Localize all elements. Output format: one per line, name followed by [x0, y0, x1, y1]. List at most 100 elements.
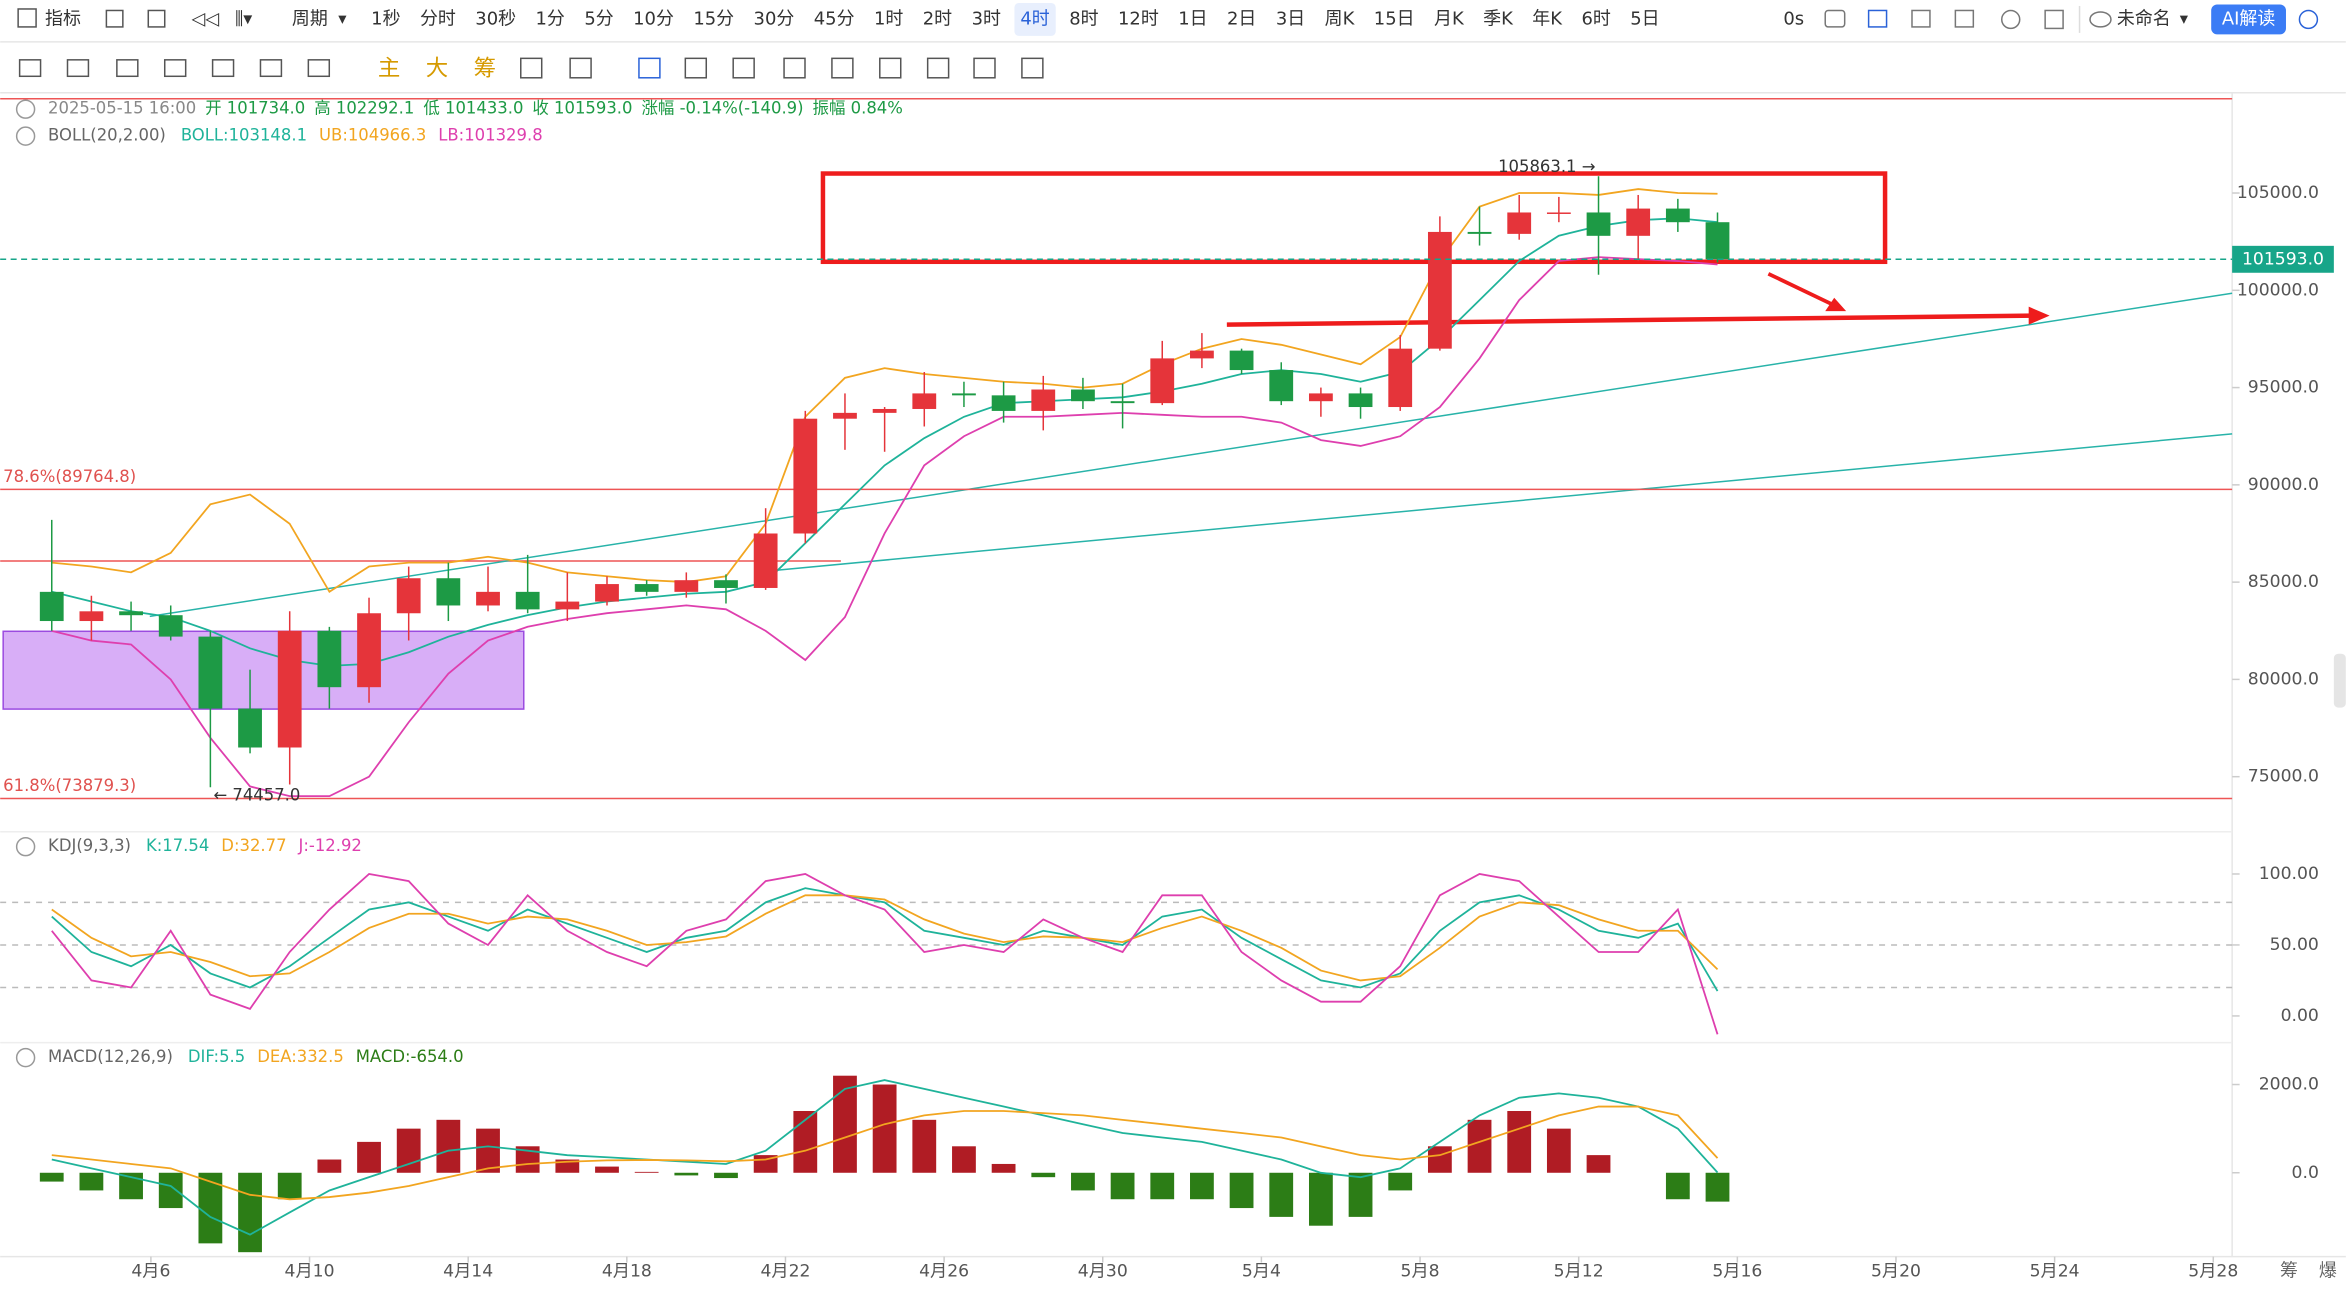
indicator-value: J:-12.92 [298, 836, 362, 855]
candle-body [1308, 393, 1333, 402]
tool-icon[interactable] [783, 57, 806, 79]
interval-button[interactable]: 2时 [923, 8, 952, 29]
interval-button[interactable]: 2日 [1227, 8, 1256, 29]
interval-button[interactable]: 30分 [754, 8, 795, 29]
macd-bar [872, 1084, 897, 1173]
icon[interactable] [1867, 9, 1888, 28]
macd-bar [476, 1128, 500, 1173]
layout-name[interactable]: 未命名 [2117, 8, 2171, 29]
interval-button[interactable]: 1秒 [371, 8, 400, 29]
macd-bar [714, 1172, 738, 1179]
tool-icon[interactable] [684, 57, 708, 79]
interval-button[interactable]: 15分 [693, 8, 734, 29]
interval-button[interactable]: 30秒 [475, 8, 516, 29]
share-icon[interactable] [2298, 9, 2319, 30]
candle-body [1586, 212, 1611, 236]
icon[interactable] [2001, 9, 2021, 30]
interval-button[interactable]: 3时 [972, 8, 1001, 29]
tool-icon[interactable] [879, 57, 902, 79]
icon[interactable] [2044, 9, 2064, 30]
candle-body [1110, 401, 1135, 404]
icon[interactable] [147, 9, 166, 28]
candle-body [595, 584, 619, 602]
candle-body [1507, 212, 1532, 234]
ai-button[interactable]: AI解读 [2222, 8, 2275, 29]
candle-body [674, 580, 699, 592]
highlight-box [2, 630, 525, 710]
tool-button[interactable]: 筹 [474, 55, 496, 81]
interval-button[interactable]: 年K [1532, 8, 1563, 29]
macd-bar [1348, 1172, 1373, 1217]
collapse-icon[interactable] [15, 836, 36, 857]
interval-button[interactable]: 6时 [1581, 8, 1610, 29]
tool-icon[interactable] [211, 59, 235, 78]
interval-button[interactable]: 15日 [1374, 8, 1415, 29]
interval-button[interactable]: 月K [1434, 8, 1465, 29]
x-tick-label: 5月28 [2188, 1262, 2238, 1282]
icon[interactable] [1954, 9, 1975, 28]
extreme-label: ← 74457.0 [213, 786, 300, 805]
interval-button[interactable]: 5日 [1630, 8, 1659, 29]
icon[interactable]: ⫼▾ [235, 8, 252, 29]
interval-button[interactable]: 季K [1483, 8, 1514, 29]
candle-body [515, 591, 540, 610]
period-button[interactable]: 周期 [292, 8, 328, 29]
tool-icon[interactable] [1021, 57, 1044, 79]
collapse-icon[interactable] [15, 99, 36, 119]
tool-icon[interactable] [163, 59, 187, 78]
tool-icon[interactable] [307, 59, 331, 78]
icon[interactable] [105, 9, 124, 28]
footer-button[interactable]: 爆 [2319, 1261, 2337, 1282]
interval-button[interactable]: 分时 [420, 8, 456, 29]
x-tick-label: 4月30 [1078, 1262, 1128, 1282]
tool-icon[interactable] [638, 57, 661, 79]
drawing-toolbar: 主大筹 [18, 55, 1044, 81]
collapse-icon[interactable] [15, 1047, 36, 1068]
macd-bar [1150, 1172, 1175, 1200]
interval-button[interactable]: 10分 [633, 8, 674, 29]
icon[interactable]: ◁◁ [192, 8, 220, 29]
ai-button-bg[interactable] [2211, 4, 2286, 35]
interval-button[interactable]: 3日 [1276, 8, 1305, 29]
macd-bar [238, 1172, 262, 1253]
collapse-icon[interactable] [15, 126, 36, 146]
tool-icon[interactable] [926, 57, 950, 79]
interval-button[interactable]: 8时 [1069, 8, 1098, 29]
macd-bar [912, 1119, 937, 1173]
tool-icon[interactable] [66, 59, 90, 78]
tool-icon[interactable] [520, 57, 543, 79]
tool-icon[interactable] [831, 57, 854, 79]
candle-body [396, 578, 421, 614]
tool-icon[interactable] [732, 57, 755, 79]
tool-button[interactable]: 主 [378, 55, 400, 81]
icon[interactable] [1824, 9, 1846, 28]
interval-button[interactable]: 周K [1325, 8, 1356, 29]
x-tick-label: 4月14 [443, 1262, 493, 1282]
interval-button[interactable]: 1时 [874, 8, 903, 29]
macd-bar [1665, 1172, 1690, 1200]
candle-body [158, 615, 183, 637]
interval-button[interactable]: 45分 [814, 8, 855, 29]
tool-icon[interactable] [973, 57, 996, 79]
tool-icon[interactable] [259, 59, 283, 78]
tool-icon[interactable] [569, 57, 592, 79]
interval-button[interactable]: 1日 [1178, 8, 1207, 29]
interval-button[interactable]: 5分 [584, 8, 613, 29]
interval-button[interactable]: 12时 [1118, 8, 1159, 29]
footer-button[interactable]: 筹 [2280, 1261, 2298, 1282]
indicator-value: DEA:332.5 [257, 1047, 344, 1066]
ohlc-info: 高 102292.1 [314, 99, 414, 118]
interval-button[interactable]: 4时 [1020, 8, 1049, 29]
timer[interactable]: 0s [1783, 8, 1804, 29]
candle-body [1388, 348, 1413, 408]
tool-button[interactable]: 大 [426, 55, 448, 81]
side-handle[interactable] [2333, 653, 2346, 708]
icon [2089, 11, 2112, 28]
tool-icon[interactable] [116, 59, 139, 78]
icon[interactable] [1911, 9, 1931, 28]
tool-icon[interactable] [18, 59, 42, 78]
indicator-button[interactable]: 指标 [45, 8, 81, 29]
interval-button[interactable]: 1分 [536, 8, 565, 29]
candle-body [1665, 208, 1690, 223]
y-tick-label: 95000.0 [2248, 378, 2319, 398]
